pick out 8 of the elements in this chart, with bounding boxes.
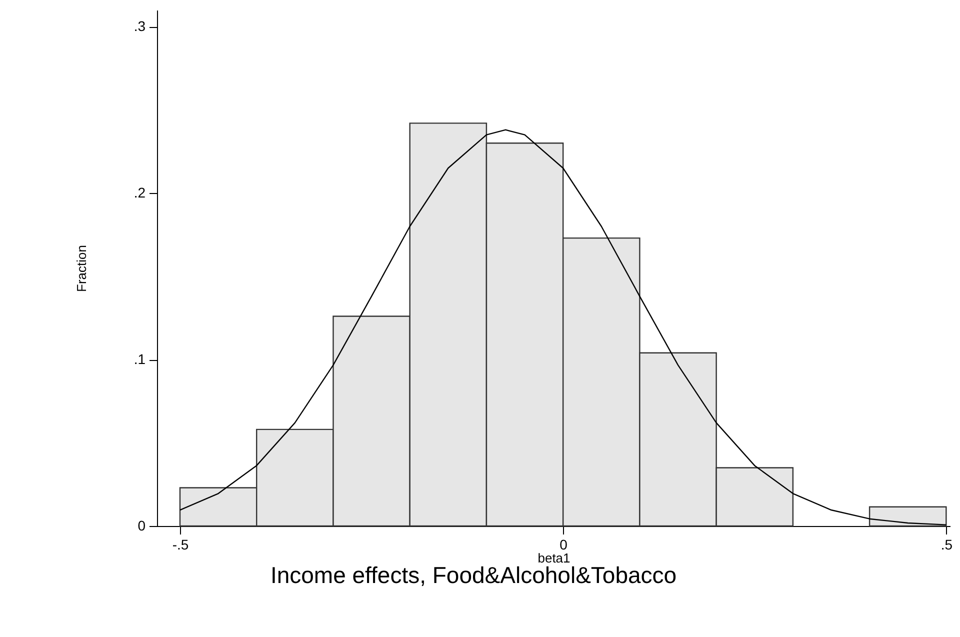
x-tick-label: .5	[940, 536, 953, 552]
y-tick-label: 0	[138, 518, 146, 534]
y-axis-title: Fraction	[74, 245, 89, 292]
x-tick-label: 0	[560, 536, 568, 552]
y-tick-label: .2	[134, 184, 146, 201]
y-tick-label: .1	[134, 351, 146, 368]
x-tick-label: -.5	[172, 536, 189, 552]
y-tick-label: .3	[134, 18, 146, 34]
